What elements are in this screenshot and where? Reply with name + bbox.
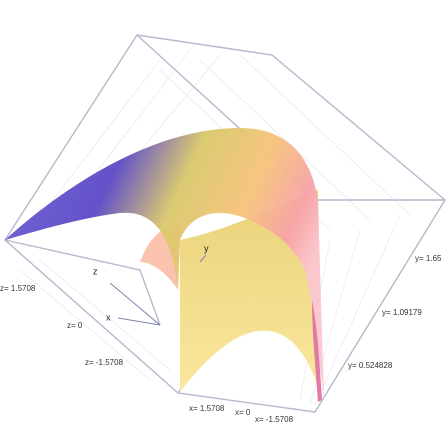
axis-name: x — [106, 312, 111, 322]
surface-top — [5, 128, 324, 400]
tick-label: y= 0.524828 — [348, 361, 393, 370]
tick-label: y= 1.09179 — [382, 308, 422, 317]
axis-arrows — [109, 254, 207, 326]
tick-label: z= 1.5708 — [0, 284, 36, 293]
surface — [5, 128, 324, 402]
tick-label: x= -1.5708 — [255, 415, 294, 424]
axis-name: z — [93, 266, 98, 276]
axis-name: y — [204, 243, 209, 253]
y-axis — [199, 254, 207, 263]
tick-label: z= 0 — [67, 321, 83, 330]
tick-label: x= 0 — [235, 408, 251, 417]
tick-label: y= 1.65 — [415, 254, 442, 263]
tick-label: x= 1.5708 — [189, 404, 225, 413]
tick-label: z= -1.5708 — [85, 358, 124, 367]
surface-edge — [312, 300, 322, 402]
box-grid — [4, 34, 446, 413]
x-axis — [117, 317, 161, 326]
z-axis — [109, 282, 161, 326]
